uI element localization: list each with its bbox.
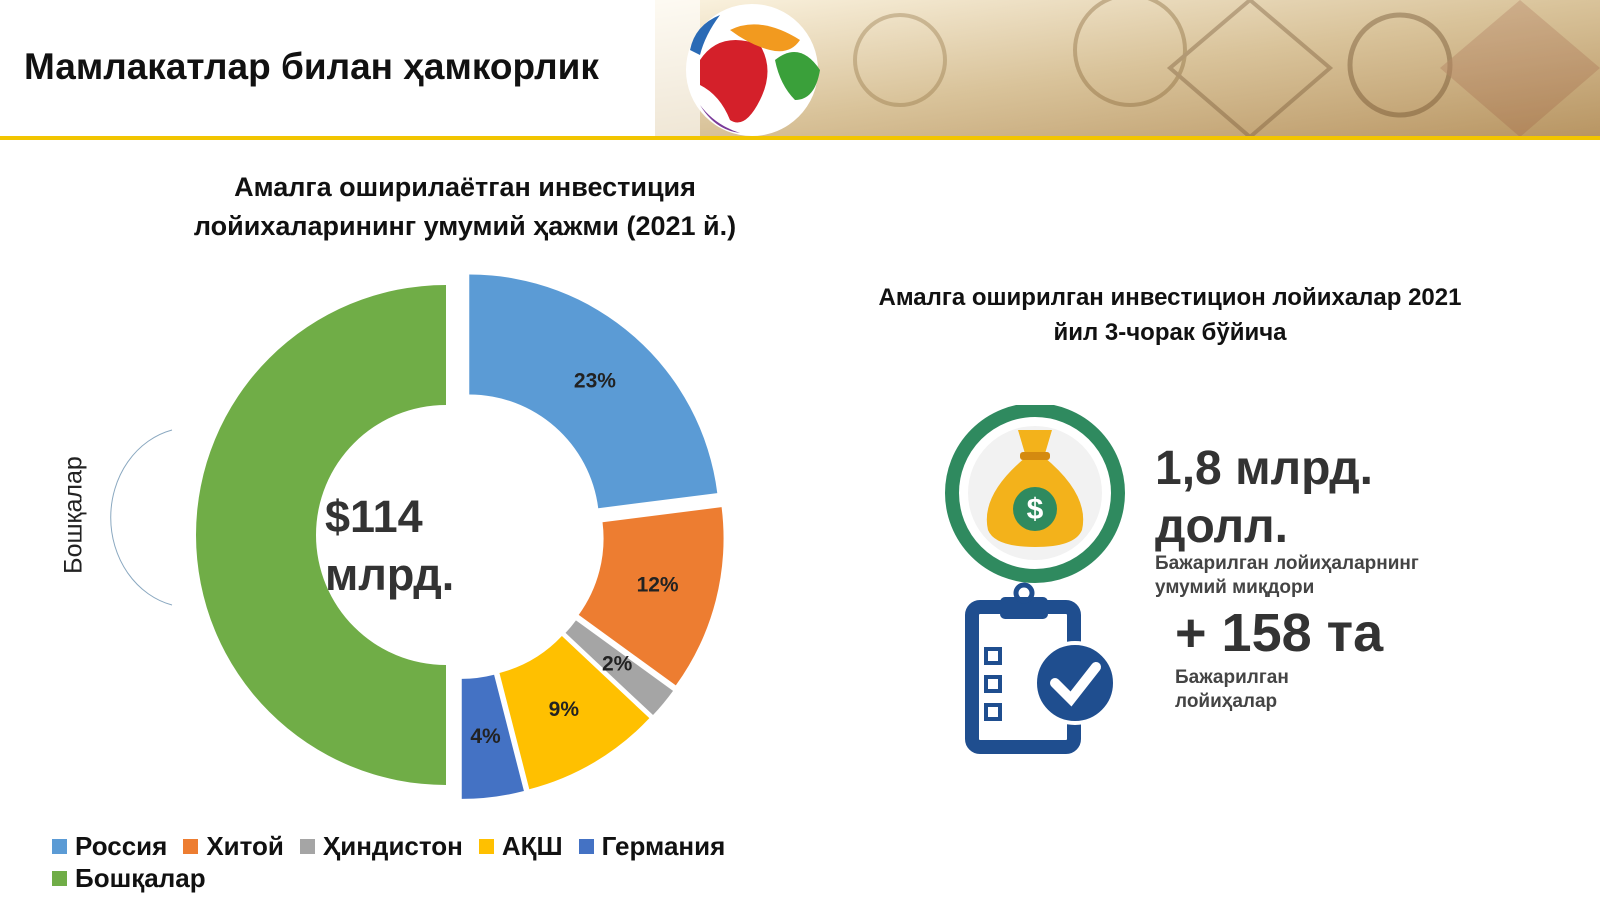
stats-title: Амалга оширилган инвестицион лойихалар 2…: [878, 284, 1462, 346]
legend-label: Бошқалар: [75, 863, 206, 893]
legend-label: Россия: [75, 831, 168, 861]
chart-title: Амалга оширилаётган инвестиция лойихалар…: [193, 172, 737, 241]
legend-label: Германия: [601, 831, 726, 861]
donut-slice: [565, 620, 674, 716]
donut-slice: [461, 674, 524, 799]
legend-label: АҚШ: [501, 831, 563, 861]
legend-item: Хитой: [183, 830, 284, 862]
legend-label: Ҳиндистон: [322, 831, 463, 861]
globe: [686, 4, 820, 136]
legend-swatch: [578, 838, 594, 854]
value-label: 12%: [637, 573, 679, 596]
stat-2: + 158 та Бажарилган лойиҳалар: [1175, 604, 1475, 714]
stat-label: Бажарилган лойиҳалар: [1175, 667, 1289, 712]
legend-item: АҚШ: [478, 830, 563, 862]
legend-swatch: [52, 838, 67, 854]
center-label: $114 млрд.: [325, 491, 455, 600]
legend-swatch: [183, 838, 199, 854]
header-rule: [0, 136, 1600, 140]
value-label: 9%: [549, 698, 580, 721]
stat-value: + 158 та: [1175, 603, 1384, 663]
side-label: Бошқалар: [60, 456, 88, 574]
header-decor: [0, 0, 1600, 140]
legend-item: Россия: [52, 830, 167, 862]
legend-swatch: [52, 870, 67, 886]
side-bracket: [110, 429, 173, 606]
donut-slice: [578, 507, 724, 686]
legend-item: Бошқалар: [52, 862, 206, 894]
legend: Россия Хитой Ҳиндистон АҚШ Германия Бошқалар: [52, 830, 842, 894]
stat-label: Бажарилган лойиҳаларнинг умумий миқдори: [1155, 553, 1419, 598]
clipboard-icon: [965, 582, 1117, 754]
donut-chart: Бошқалар 23% 12% 2% 9% 4%: [60, 274, 724, 799]
money-icon: $: [945, 405, 1125, 583]
legend-item: Германия: [578, 830, 726, 862]
stat-1: 1,8 млрд. долл. Бажарилган лойиҳаларнинг…: [1155, 440, 1419, 600]
stats-icons: $: [945, 405, 1125, 754]
legend-swatch: [299, 838, 315, 854]
value-label: 2%: [602, 653, 633, 676]
value-label: 4%: [470, 725, 501, 748]
donut-slice: [469, 274, 718, 509]
donut-slice: [196, 285, 446, 785]
value-label: 23%: [574, 370, 616, 393]
legend-label: Хитой: [206, 831, 284, 861]
legend-swatch: [478, 838, 494, 854]
donut-slice: [499, 636, 650, 790]
stat-value: 1,8 млрд. долл.: [1155, 442, 1373, 553]
svg-text:$: $: [1027, 493, 1044, 526]
legend-item: Ҳиндистон: [299, 830, 463, 862]
carpet-pattern: [853, 0, 1600, 140]
page-title: Мамлакатлар билан ҳамкорлик: [24, 46, 599, 87]
